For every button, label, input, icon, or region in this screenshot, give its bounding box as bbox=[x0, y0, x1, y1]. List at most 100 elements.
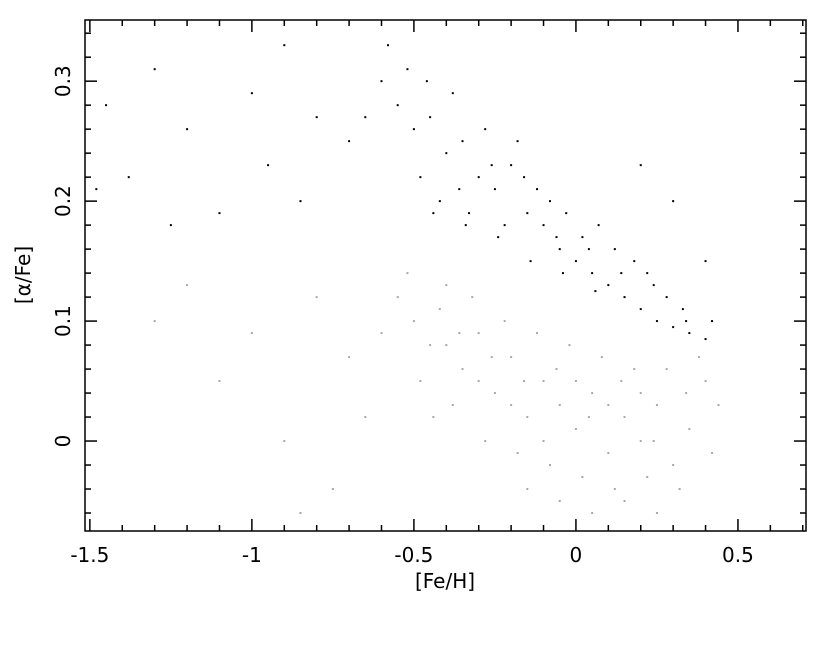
point bbox=[685, 392, 688, 395]
x-tick-label: 0 bbox=[570, 543, 583, 567]
point bbox=[461, 368, 464, 371]
point bbox=[445, 152, 448, 155]
x-tick-label: 0.5 bbox=[722, 543, 754, 567]
point bbox=[467, 212, 470, 215]
point bbox=[503, 320, 506, 323]
point bbox=[688, 428, 691, 431]
point bbox=[607, 284, 610, 287]
point bbox=[95, 188, 98, 191]
point bbox=[523, 176, 526, 179]
point bbox=[607, 404, 610, 407]
point bbox=[561, 272, 564, 275]
point bbox=[591, 512, 594, 515]
point bbox=[396, 296, 399, 299]
point bbox=[558, 500, 561, 503]
point bbox=[477, 380, 480, 383]
point bbox=[299, 512, 302, 515]
point bbox=[558, 404, 561, 407]
point bbox=[283, 440, 286, 443]
point bbox=[591, 392, 594, 395]
point bbox=[633, 368, 636, 371]
point bbox=[510, 164, 513, 167]
point bbox=[516, 140, 519, 143]
point bbox=[597, 224, 600, 227]
point bbox=[581, 476, 584, 479]
point bbox=[445, 284, 448, 287]
point bbox=[526, 416, 529, 419]
point bbox=[490, 356, 493, 359]
point bbox=[685, 320, 688, 323]
point bbox=[711, 320, 714, 323]
point bbox=[503, 224, 506, 227]
point bbox=[526, 488, 529, 491]
x-axis-label: [Fe/H] bbox=[415, 569, 475, 593]
point bbox=[380, 332, 383, 335]
point bbox=[432, 416, 435, 419]
point bbox=[587, 248, 590, 251]
point bbox=[665, 296, 668, 299]
point bbox=[665, 368, 668, 371]
point bbox=[364, 116, 367, 119]
point bbox=[412, 128, 415, 131]
point bbox=[283, 44, 286, 47]
point bbox=[565, 212, 568, 215]
point bbox=[477, 176, 480, 179]
point bbox=[250, 92, 253, 95]
y-axis-label: [α/Fe] bbox=[11, 246, 35, 304]
point bbox=[153, 320, 156, 323]
point bbox=[471, 296, 474, 299]
point bbox=[510, 356, 513, 359]
point bbox=[458, 332, 461, 335]
point bbox=[639, 440, 642, 443]
point bbox=[396, 104, 399, 107]
point bbox=[315, 296, 318, 299]
point bbox=[267, 164, 270, 167]
point bbox=[461, 140, 464, 143]
point bbox=[704, 380, 707, 383]
point bbox=[490, 164, 493, 167]
y-tick-label: 0.2 bbox=[51, 185, 75, 217]
point bbox=[451, 92, 454, 95]
point bbox=[633, 260, 636, 263]
point bbox=[536, 332, 539, 335]
point bbox=[594, 290, 597, 293]
point bbox=[639, 164, 642, 167]
point bbox=[169, 224, 172, 227]
point bbox=[105, 104, 108, 107]
point bbox=[591, 272, 594, 275]
point bbox=[639, 392, 642, 395]
y-tick-label: 0 bbox=[51, 435, 75, 448]
point bbox=[425, 80, 428, 83]
point bbox=[484, 128, 487, 131]
point bbox=[510, 404, 513, 407]
point bbox=[412, 320, 415, 323]
plot-frame bbox=[84, 19, 807, 532]
point bbox=[438, 200, 441, 203]
point bbox=[698, 356, 701, 359]
x-tick-label: -0.5 bbox=[394, 543, 433, 567]
point bbox=[386, 44, 389, 47]
point bbox=[607, 452, 610, 455]
point bbox=[315, 116, 318, 119]
point bbox=[186, 284, 189, 287]
point bbox=[555, 236, 558, 239]
point bbox=[331, 488, 334, 491]
point bbox=[445, 344, 448, 347]
point bbox=[526, 212, 529, 215]
y-tick-label: 0.3 bbox=[51, 65, 75, 97]
point bbox=[672, 200, 675, 203]
point bbox=[555, 368, 558, 371]
point bbox=[432, 212, 435, 215]
point bbox=[655, 320, 658, 323]
point bbox=[678, 488, 681, 491]
point bbox=[406, 68, 409, 71]
point bbox=[623, 500, 626, 503]
y-tick-label: 0.1 bbox=[51, 305, 75, 337]
point bbox=[419, 380, 422, 383]
point bbox=[250, 332, 253, 335]
point bbox=[542, 440, 545, 443]
point bbox=[493, 188, 496, 191]
point bbox=[613, 488, 616, 491]
point bbox=[623, 416, 626, 419]
